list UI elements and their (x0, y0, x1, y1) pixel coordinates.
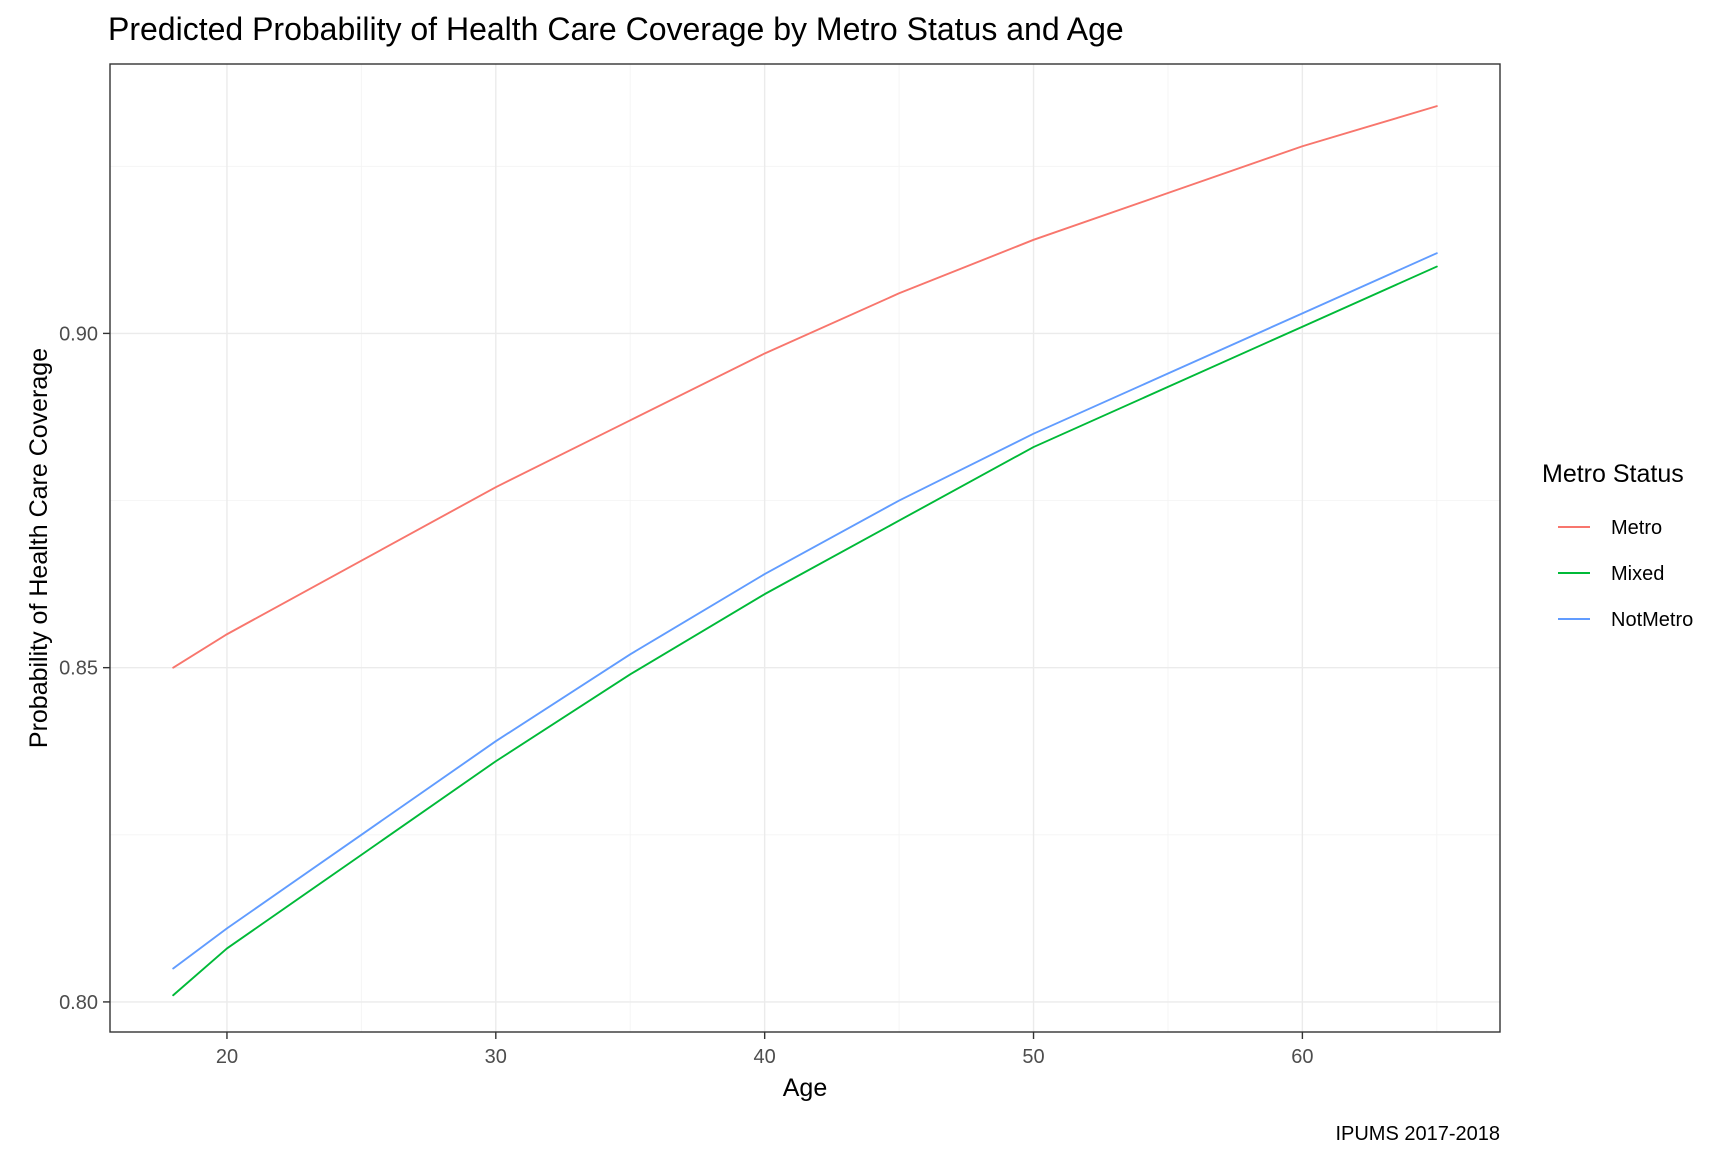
legend-label-metro: Metro (1611, 517, 1662, 539)
x-tick-label: 60 (1291, 1046, 1313, 1068)
series-line-metro (172, 105, 1438, 669)
x-tick-label: 20 (216, 1046, 238, 1068)
x-tick-label: 40 (754, 1046, 776, 1068)
x-axis-title: Age (783, 1074, 827, 1102)
major-gridlines (110, 64, 1500, 1032)
panel-border (109, 63, 1501, 1033)
legend-label-mixed: Mixed (1611, 563, 1664, 585)
legend-items: Metro Mixed NotMetro (1558, 517, 1693, 631)
legend-label-notmetro: NotMetro (1611, 609, 1693, 631)
chart-title: Predicted Probability of Health Care Cov… (108, 11, 1124, 47)
y-tick-label: 0.85 (59, 658, 98, 680)
x-tick-label: 50 (1022, 1046, 1044, 1068)
y-axis-title: Probability of Health Care Coverage (25, 348, 53, 748)
series-lines (172, 105, 1438, 997)
series-line-mixed (172, 265, 1438, 997)
y-tick-label: 0.80 (59, 992, 98, 1014)
chart-caption: IPUMS 2017-2018 (1335, 1123, 1500, 1145)
minor-gridlines (110, 64, 1500, 1032)
legend-item-notmetro: NotMetro (1558, 609, 1693, 631)
legend-item-metro: Metro (1558, 517, 1662, 539)
series-line-notmetro (172, 252, 1438, 970)
y-tick-label: 0.90 (59, 323, 98, 345)
legend-item-mixed: Mixed (1558, 563, 1664, 585)
legend: Metro Status Metro Mixed NotMetro (1542, 460, 1693, 631)
y-axis: 0.80 0.85 0.90 (59, 323, 110, 1014)
x-axis: 20 30 40 50 60 (216, 1032, 1314, 1068)
x-tick-label: 30 (485, 1046, 507, 1068)
legend-title: Metro Status (1542, 460, 1684, 488)
